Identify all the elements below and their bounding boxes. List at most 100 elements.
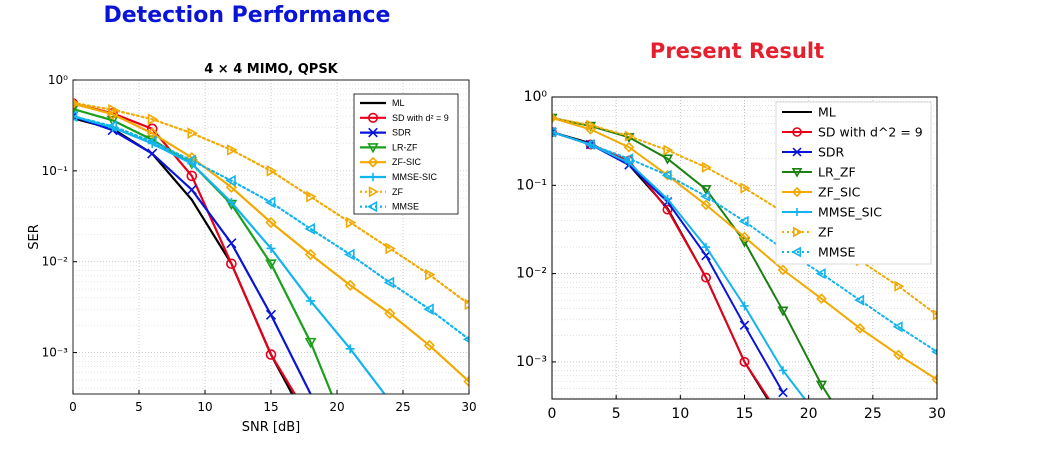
series-line [552, 116, 937, 381]
data-point [894, 280, 905, 292]
data-point [147, 113, 159, 126]
data-point [225, 174, 236, 187]
series-lr-zf [552, 113, 832, 399]
legend-label: ZF_SIC [818, 185, 861, 200]
x-tick-label: 10 [197, 400, 212, 414]
legend-item: ML [360, 98, 405, 108]
x-tick-label: 20 [800, 406, 818, 422]
x-tick-label: 30 [461, 400, 476, 414]
data-point [306, 190, 317, 203]
series-zf [73, 99, 469, 311]
legend-marker [792, 147, 802, 157]
data-point [700, 190, 711, 202]
legend-item: SDR [782, 145, 845, 160]
data-point [185, 154, 197, 167]
data-point [854, 322, 866, 334]
legend-label: SDR [818, 145, 845, 160]
legend-label: ZF [818, 225, 834, 240]
legend-item: MMSE-SIC [360, 172, 438, 182]
data-point [661, 169, 672, 181]
left-ticks: 0 5 10 15 20 25 30 10⁰ 10⁻¹ 10⁻² 10⁻³ [42, 73, 477, 414]
data-point [854, 294, 865, 306]
data-point [264, 196, 276, 209]
data-point [344, 279, 356, 291]
legend-marker [368, 186, 379, 198]
legend-marker [791, 168, 803, 178]
data-point [265, 309, 277, 320]
left-chart-title: 4 × 4 MIMO, QPSK [204, 62, 338, 77]
data-point [552, 126, 557, 138]
legend-item: LR-ZF [360, 142, 418, 154]
data-point [304, 248, 317, 261]
legend-label: SD with d^2 = 9 [818, 125, 923, 140]
series-line [73, 102, 469, 383]
data-point [423, 303, 434, 316]
data-point [701, 161, 712, 173]
x-tick-label: 5 [612, 406, 621, 422]
data-point [187, 127, 198, 140]
x-tick-label: 20 [329, 400, 344, 414]
data-point [227, 144, 238, 156]
x-tick-label: 5 [135, 400, 143, 414]
data-point [892, 321, 903, 333]
legend-item: SDR [360, 128, 412, 138]
legend-marker [368, 127, 378, 138]
data-point [226, 258, 237, 270]
x-tick-label: 25 [864, 406, 882, 422]
legend-item: ML [782, 105, 836, 120]
x-tick-label: 0 [69, 400, 77, 414]
x-tick-label: 30 [928, 406, 946, 422]
data-point [266, 164, 278, 177]
legend-marker [367, 143, 379, 154]
left-x-axis-label: SNR [dB] [242, 420, 300, 435]
series-line [552, 116, 832, 399]
right-ticks: 0 5 10 15 20 25 30 10⁰ 10⁻¹ 10⁻² 10⁻³ [516, 89, 946, 422]
legend-marker [367, 112, 379, 123]
data-point [425, 268, 436, 281]
legend-item: LR_ZF [782, 165, 856, 180]
legend-marker [791, 246, 801, 258]
data-point [384, 307, 396, 320]
series-mmse [73, 110, 469, 343]
data-point [661, 154, 674, 165]
data-point [108, 103, 119, 116]
x-tick-label: 10 [671, 406, 689, 422]
legend-label: ML [392, 98, 405, 108]
legend-marker [793, 208, 801, 216]
data-point [464, 298, 469, 311]
data-point [778, 366, 788, 375]
legend-label: MMSE_SIC [818, 205, 882, 220]
legend-item: ZF-SIC [360, 156, 421, 168]
legend-item: ZF [360, 186, 403, 198]
data-point [700, 185, 712, 196]
legend-label: ML [818, 105, 836, 120]
data-point [186, 170, 198, 182]
data-point [777, 264, 789, 276]
data-point [586, 119, 597, 131]
data-point [73, 110, 78, 123]
legend-label: SD with d² = 9 [392, 113, 449, 123]
data-point [304, 222, 315, 235]
data-point [304, 337, 317, 349]
data-point [344, 248, 355, 261]
y-tick-label: 10⁰ [48, 73, 68, 87]
right-chart: 0 5 10 15 20 25 30 10⁰ 10⁻¹ 10⁻² 10⁻³ ML SD with d^… [516, 89, 946, 422]
left-y-axis-label: SER [27, 224, 42, 250]
left-legend: ML SD with d² = 9 SDR LR-ZF ZF-SIC MMSE-SIC ZF… [353, 93, 459, 215]
data-point [265, 349, 277, 360]
data-point [73, 104, 79, 116]
y-tick-label: 10⁻² [42, 255, 69, 269]
data-point [700, 199, 712, 211]
legend-label: LR-ZF [392, 142, 418, 152]
legend-item: MMSE_SIC [782, 205, 882, 220]
legend-label: MMSE-SIC [392, 172, 438, 182]
data-point [265, 216, 277, 229]
x-tick-label: 15 [736, 406, 754, 422]
legend-marker [368, 172, 378, 182]
series-line [552, 131, 937, 353]
y-tick-label: 10⁻³ [42, 346, 69, 360]
legend-label: ZF [392, 187, 403, 197]
data-point [740, 301, 749, 311]
legend-item: MMSE [782, 245, 856, 260]
legend-label: MMSE [818, 245, 856, 260]
